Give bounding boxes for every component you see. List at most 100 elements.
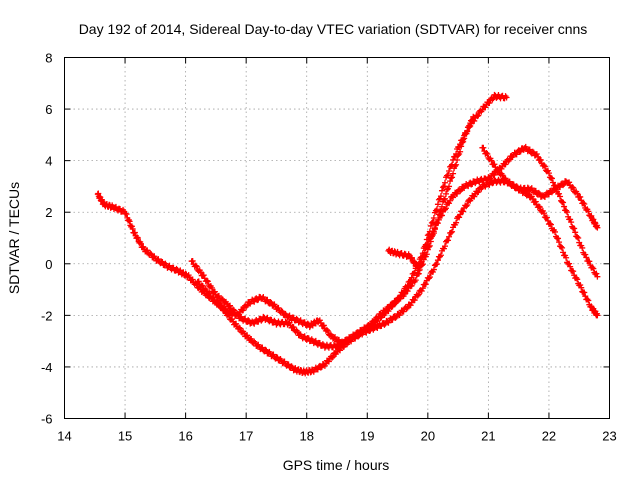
data-point — [415, 267, 422, 274]
data-point — [576, 239, 583, 246]
data-point — [290, 324, 297, 331]
data-point — [301, 319, 308, 326]
data-point — [454, 190, 461, 197]
y-axis-label: SDTVAR / TECUs — [6, 182, 22, 294]
data-point — [317, 364, 324, 371]
data-point — [502, 93, 509, 100]
data-point — [193, 263, 200, 270]
x-tick-label: 16 — [178, 429, 192, 444]
data-point — [323, 326, 330, 333]
data-point — [189, 257, 196, 264]
data-point — [427, 222, 434, 229]
data-point — [581, 289, 588, 296]
data-point — [126, 218, 133, 225]
data-point — [286, 319, 293, 326]
data-point — [231, 307, 238, 314]
data-point — [560, 249, 567, 256]
data-point — [319, 341, 326, 348]
data-point — [355, 333, 362, 340]
data-point — [568, 219, 575, 226]
data-point — [513, 151, 520, 158]
data-point — [410, 270, 417, 277]
data-point — [227, 302, 234, 309]
data-point — [218, 295, 225, 302]
data-point — [435, 196, 442, 203]
data-point — [471, 117, 478, 124]
data-point — [556, 239, 563, 246]
data-point — [456, 144, 463, 151]
data-point — [529, 148, 536, 155]
data-point — [426, 236, 433, 243]
data-point — [155, 256, 162, 263]
data-point — [230, 306, 237, 313]
data-point — [549, 179, 556, 186]
data-point — [586, 258, 593, 265]
data-point — [571, 225, 578, 232]
data-point — [424, 240, 431, 247]
data-point — [123, 211, 130, 218]
data-point — [457, 148, 464, 155]
data-point — [226, 312, 233, 319]
data-point — [486, 99, 493, 106]
data-point — [215, 292, 222, 299]
data-point — [195, 278, 202, 285]
data-point — [468, 120, 475, 127]
data-point — [579, 244, 586, 251]
data-point — [464, 202, 471, 209]
data-point — [557, 193, 564, 200]
data-point — [403, 305, 410, 312]
data-point — [594, 312, 601, 319]
grid-layer — [64, 57, 610, 419]
data-point — [437, 193, 444, 200]
series-track-3 — [194, 176, 601, 377]
data-point — [449, 161, 456, 168]
data-point — [441, 179, 448, 186]
data-point — [411, 269, 418, 276]
x-axis-label: GPS time / hours — [283, 457, 390, 473]
data-point — [385, 308, 392, 315]
y-tick-label: 8 — [45, 51, 52, 66]
data-point — [535, 189, 542, 196]
data-point — [320, 322, 327, 329]
data-point — [203, 277, 210, 284]
data-point — [456, 214, 463, 221]
data-point — [404, 282, 411, 289]
data-point — [294, 328, 301, 335]
data-point — [457, 188, 464, 195]
data-point — [438, 187, 445, 194]
data-point — [567, 263, 574, 270]
data-point — [453, 219, 460, 226]
y-tick-label: -2 — [41, 308, 53, 323]
data-point — [582, 293, 589, 300]
data-point — [575, 235, 582, 242]
data-point — [534, 153, 541, 160]
data-point — [483, 150, 490, 157]
data-point — [505, 157, 512, 164]
data-point — [278, 307, 285, 314]
data-point — [574, 233, 581, 240]
data-point — [144, 247, 151, 254]
data-point — [279, 308, 286, 315]
data-point — [173, 265, 180, 272]
data-point — [429, 218, 436, 225]
data-point — [506, 156, 513, 163]
data-point — [548, 175, 555, 182]
data-point — [225, 311, 231, 318]
x-tick-label: 15 — [118, 429, 132, 444]
data-point — [536, 204, 543, 211]
x-tick-label: 22 — [542, 429, 556, 444]
data-point — [479, 106, 486, 113]
data-point — [431, 226, 438, 233]
data-point — [411, 258, 418, 265]
data-point — [532, 198, 539, 205]
data-point — [244, 302, 251, 309]
data-point — [582, 251, 589, 258]
series-track-1 — [94, 113, 477, 348]
data-point — [590, 265, 597, 272]
data-point — [440, 183, 447, 190]
data-point — [259, 344, 266, 351]
data-point — [557, 184, 564, 191]
data-point — [526, 146, 533, 153]
data-point — [447, 178, 454, 185]
